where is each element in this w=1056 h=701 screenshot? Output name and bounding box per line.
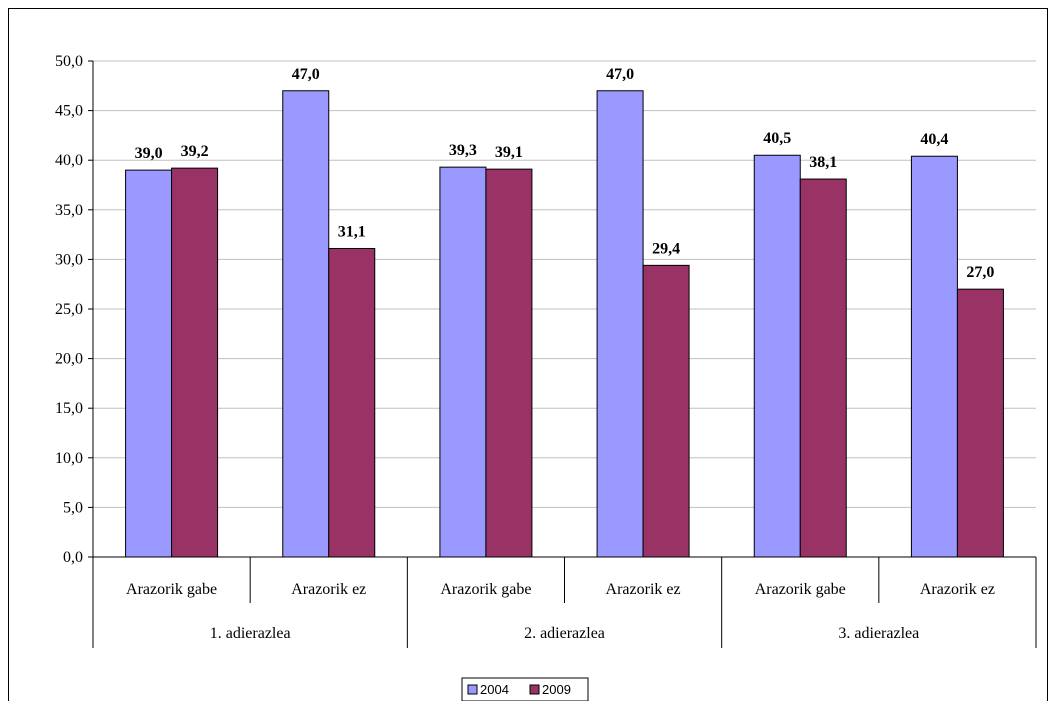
bar-2009 [485,168,533,558]
data-label: 40,5 [763,130,791,147]
y-tick-label: 10,0 [55,450,83,467]
bar-2009 [799,178,847,558]
data-label: 27,0 [966,264,994,281]
bar-2004 [282,90,330,558]
y-tick-label: 5,0 [63,499,83,516]
x-group-label: 3. adierazlea [838,625,919,642]
legend-label: 2004 [480,682,509,697]
data-label: 38,1 [809,154,837,171]
x-category-label: Arazorik gabe [440,581,531,598]
y-tick-label: 20,0 [55,351,83,368]
x-category-label: Arazorik ez [920,581,995,598]
bar-2004 [439,166,487,558]
data-label: 47,0 [292,66,320,83]
bar-2009 [171,167,219,558]
x-category-label: Arazorik ez [606,581,681,598]
x-group-label: 2. adierazlea [524,625,605,642]
data-label: 40,4 [920,131,948,148]
bar-2004 [753,154,801,558]
y-tick-label: 40,0 [55,152,83,169]
x-category-label: Arazorik ez [291,581,366,598]
y-tick-label: 25,0 [55,301,83,318]
data-label: 39,0 [135,145,163,162]
y-tick-label: 50,0 [55,53,83,70]
y-tick-label: 45,0 [55,103,83,120]
bar-2009 [328,247,376,558]
data-label: 47,0 [606,66,634,83]
bar-2009 [956,288,1004,558]
bar-2004 [910,155,958,558]
data-label: 39,3 [449,142,477,159]
bar-2004 [596,90,644,558]
data-label: 29,4 [652,240,680,257]
legend-swatch-2009 [529,684,540,695]
data-label: 31,1 [338,223,366,240]
legend-box [461,677,589,701]
legend-label: 2009 [542,682,571,697]
y-tick-label: 15,0 [55,400,83,417]
data-label: 39,2 [181,143,209,160]
x-group-label: 1. adierazlea [210,625,291,642]
x-category-label: Arazorik gabe [126,581,217,598]
y-tick-label: 0,0 [63,549,83,566]
legend-swatch-2004 [467,684,478,695]
bar-2004 [125,169,173,558]
y-tick-label: 35,0 [55,202,83,219]
bar-2009 [642,264,690,558]
x-category-label: Arazorik gabe [755,581,846,598]
data-label: 39,1 [495,144,523,161]
y-tick-label: 30,0 [55,251,83,268]
